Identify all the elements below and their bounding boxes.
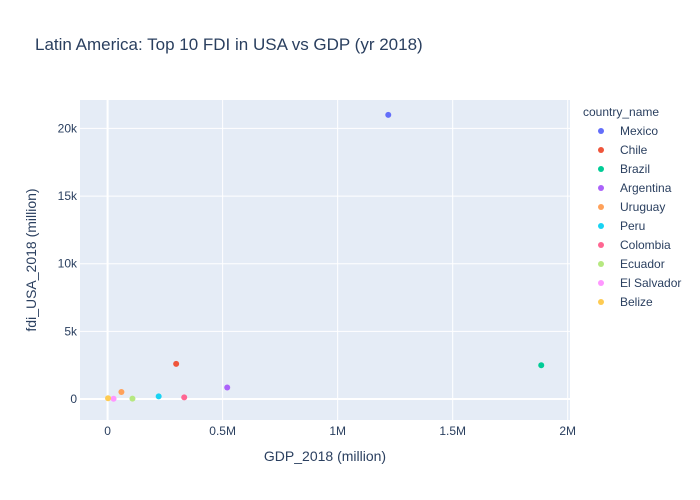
gridlines [80, 100, 570, 420]
legend-marker [598, 204, 604, 210]
point-colombia[interactable] [181, 394, 188, 401]
point-brazil[interactable] [538, 362, 545, 369]
x-tick-label-4: 2M [559, 424, 576, 438]
point-belize[interactable] [105, 395, 112, 402]
point-chile[interactable] [173, 360, 180, 367]
legend[interactable]: country_name Mexico Chile Brazil Argentina U… [583, 105, 681, 309]
x-tick-label-1: 0.5M [209, 424, 236, 438]
legend-marker [598, 299, 604, 305]
legend-marker [598, 147, 604, 153]
point-peru[interactable] [155, 393, 162, 400]
chart-title: Latin America: Top 10 FDI in USA vs GDP … [35, 35, 423, 54]
legend-item-mexico[interactable]: Mexico [598, 124, 658, 138]
y-tick-label-3: 15k [58, 189, 78, 203]
point-mexico[interactable] [385, 111, 392, 118]
legend-label: Colombia [620, 238, 671, 252]
legend-items: Mexico Chile Brazil Argentina Uruguay Peru Col… [598, 124, 681, 309]
y-axis-title: fdi_USA_2018 (million) [23, 188, 39, 331]
legend-item-chile[interactable]: Chile [598, 143, 648, 157]
legend-marker [598, 280, 604, 286]
legend-marker [598, 128, 604, 134]
legend-title: country_name [583, 105, 659, 119]
legend-item-el-salvador[interactable]: El Salvador [598, 276, 681, 290]
plot-area [80, 100, 570, 420]
legend-label: Uruguay [620, 200, 665, 214]
legend-item-colombia[interactable]: Colombia [598, 238, 671, 252]
legend-label: Chile [620, 143, 648, 157]
x-tick-label-2: 1M [329, 424, 346, 438]
legend-marker [598, 185, 604, 191]
legend-label: Argentina [620, 181, 672, 195]
legend-label: El Salvador [620, 276, 681, 290]
y-tick-label-2: 10k [58, 257, 78, 271]
legend-item-belize[interactable]: Belize [598, 295, 653, 309]
legend-label: Peru [620, 219, 645, 233]
legend-label: Mexico [620, 124, 658, 138]
data-points [105, 111, 545, 402]
point-ecuador[interactable] [129, 395, 136, 402]
legend-marker [598, 223, 604, 229]
point-argentina[interactable] [224, 384, 231, 391]
legend-item-uruguay[interactable]: Uruguay [598, 200, 665, 214]
x-axis-title: GDP_2018 (million) [264, 448, 386, 464]
y-tick-label-0: 0 [70, 392, 77, 406]
legend-item-argentina[interactable]: Argentina [598, 181, 672, 195]
point-uruguay[interactable] [118, 388, 125, 395]
x-tick-label-0: 0 [104, 424, 111, 438]
legend-item-peru[interactable]: Peru [598, 219, 645, 233]
legend-item-ecuador[interactable]: Ecuador [598, 257, 665, 271]
y-tick-label-1: 5k [64, 324, 78, 338]
legend-label: Ecuador [620, 257, 665, 271]
y-axis-ticks: 0 5k 10k 15k 20k [58, 121, 78, 406]
legend-label: Belize [620, 295, 653, 309]
legend-marker [598, 242, 604, 248]
x-tick-label-3: 1.5M [439, 424, 466, 438]
y-tick-label-4: 20k [58, 121, 78, 135]
legend-marker [598, 261, 604, 267]
point-el-salvador[interactable] [110, 395, 117, 402]
legend-item-brazil[interactable]: Brazil [598, 162, 650, 176]
legend-marker [598, 166, 604, 172]
legend-label: Brazil [620, 162, 650, 176]
x-axis-ticks: 0 0.5M 1M 1.5M 2M [104, 424, 576, 438]
